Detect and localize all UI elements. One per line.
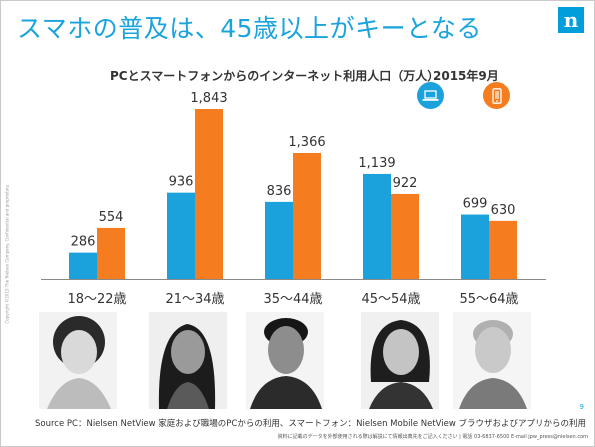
bar-series2-1 <box>97 227 125 279</box>
data-label-series2-4: 922 <box>393 176 418 191</box>
data-label-series2-3: 1,366 <box>288 135 325 150</box>
data-label-series1-4: 1,139 <box>358 156 395 171</box>
page-title: スマホの普及は、45歳以上がキーとなる <box>17 14 482 43</box>
person-photo-35-44 <box>246 312 324 409</box>
bar-series1-4 <box>363 173 391 279</box>
chart-period: 2015年9月 <box>433 69 499 83</box>
data-label-series1-3: 836 <box>267 184 292 199</box>
person-photo-21-34 <box>149 312 227 409</box>
person-photo-45-54 <box>361 312 439 409</box>
data-label-series1-5: 699 <box>463 197 488 212</box>
legend-pc <box>417 82 444 109</box>
bar-series1-5 <box>461 214 489 279</box>
bar-series2-2 <box>195 109 223 279</box>
bar-series2-4 <box>391 193 419 279</box>
bar-series1-2 <box>167 192 195 279</box>
data-label-series2-1: 554 <box>99 210 124 225</box>
data-label-series1-2: 936 <box>169 175 194 190</box>
data-label-series2-5: 630 <box>491 203 516 218</box>
nielsen-logo: n <box>558 7 584 33</box>
bar-series1-3 <box>265 201 293 279</box>
category-label-3: 35～44歳 <box>263 292 322 307</box>
legend-smartphone <box>483 82 510 109</box>
laptop-icon <box>422 89 439 101</box>
data-label-series1-1: 286 <box>71 235 96 250</box>
category-label-2: 21～34歳 <box>165 292 224 307</box>
person-photo-18-22 <box>39 312 117 409</box>
chart-title: PCとスマートフォンからのインターネット利用人口（万人） <box>110 69 440 83</box>
contact-note: 資料に記載のデータを外部使用される際は解説にて情報出典先をご記入ください | 電… <box>277 434 588 440</box>
category-label-4: 45～54歳 <box>361 292 420 307</box>
person-photo-55-64 <box>453 312 531 409</box>
bar-series1-1 <box>69 252 97 279</box>
category-label-5: 55～64歳 <box>459 292 518 307</box>
smartphone-icon <box>491 87 502 104</box>
category-label-1: 18～22歳 <box>67 292 126 307</box>
data-label-series2-2: 1,843 <box>190 91 227 106</box>
bar-series2-5 <box>489 220 517 279</box>
bar-series2-3 <box>293 152 321 279</box>
source-text: Source PC：Nielsen NetView 家庭および職場のPCからの利… <box>35 419 587 429</box>
page-number: 9 <box>579 403 584 411</box>
